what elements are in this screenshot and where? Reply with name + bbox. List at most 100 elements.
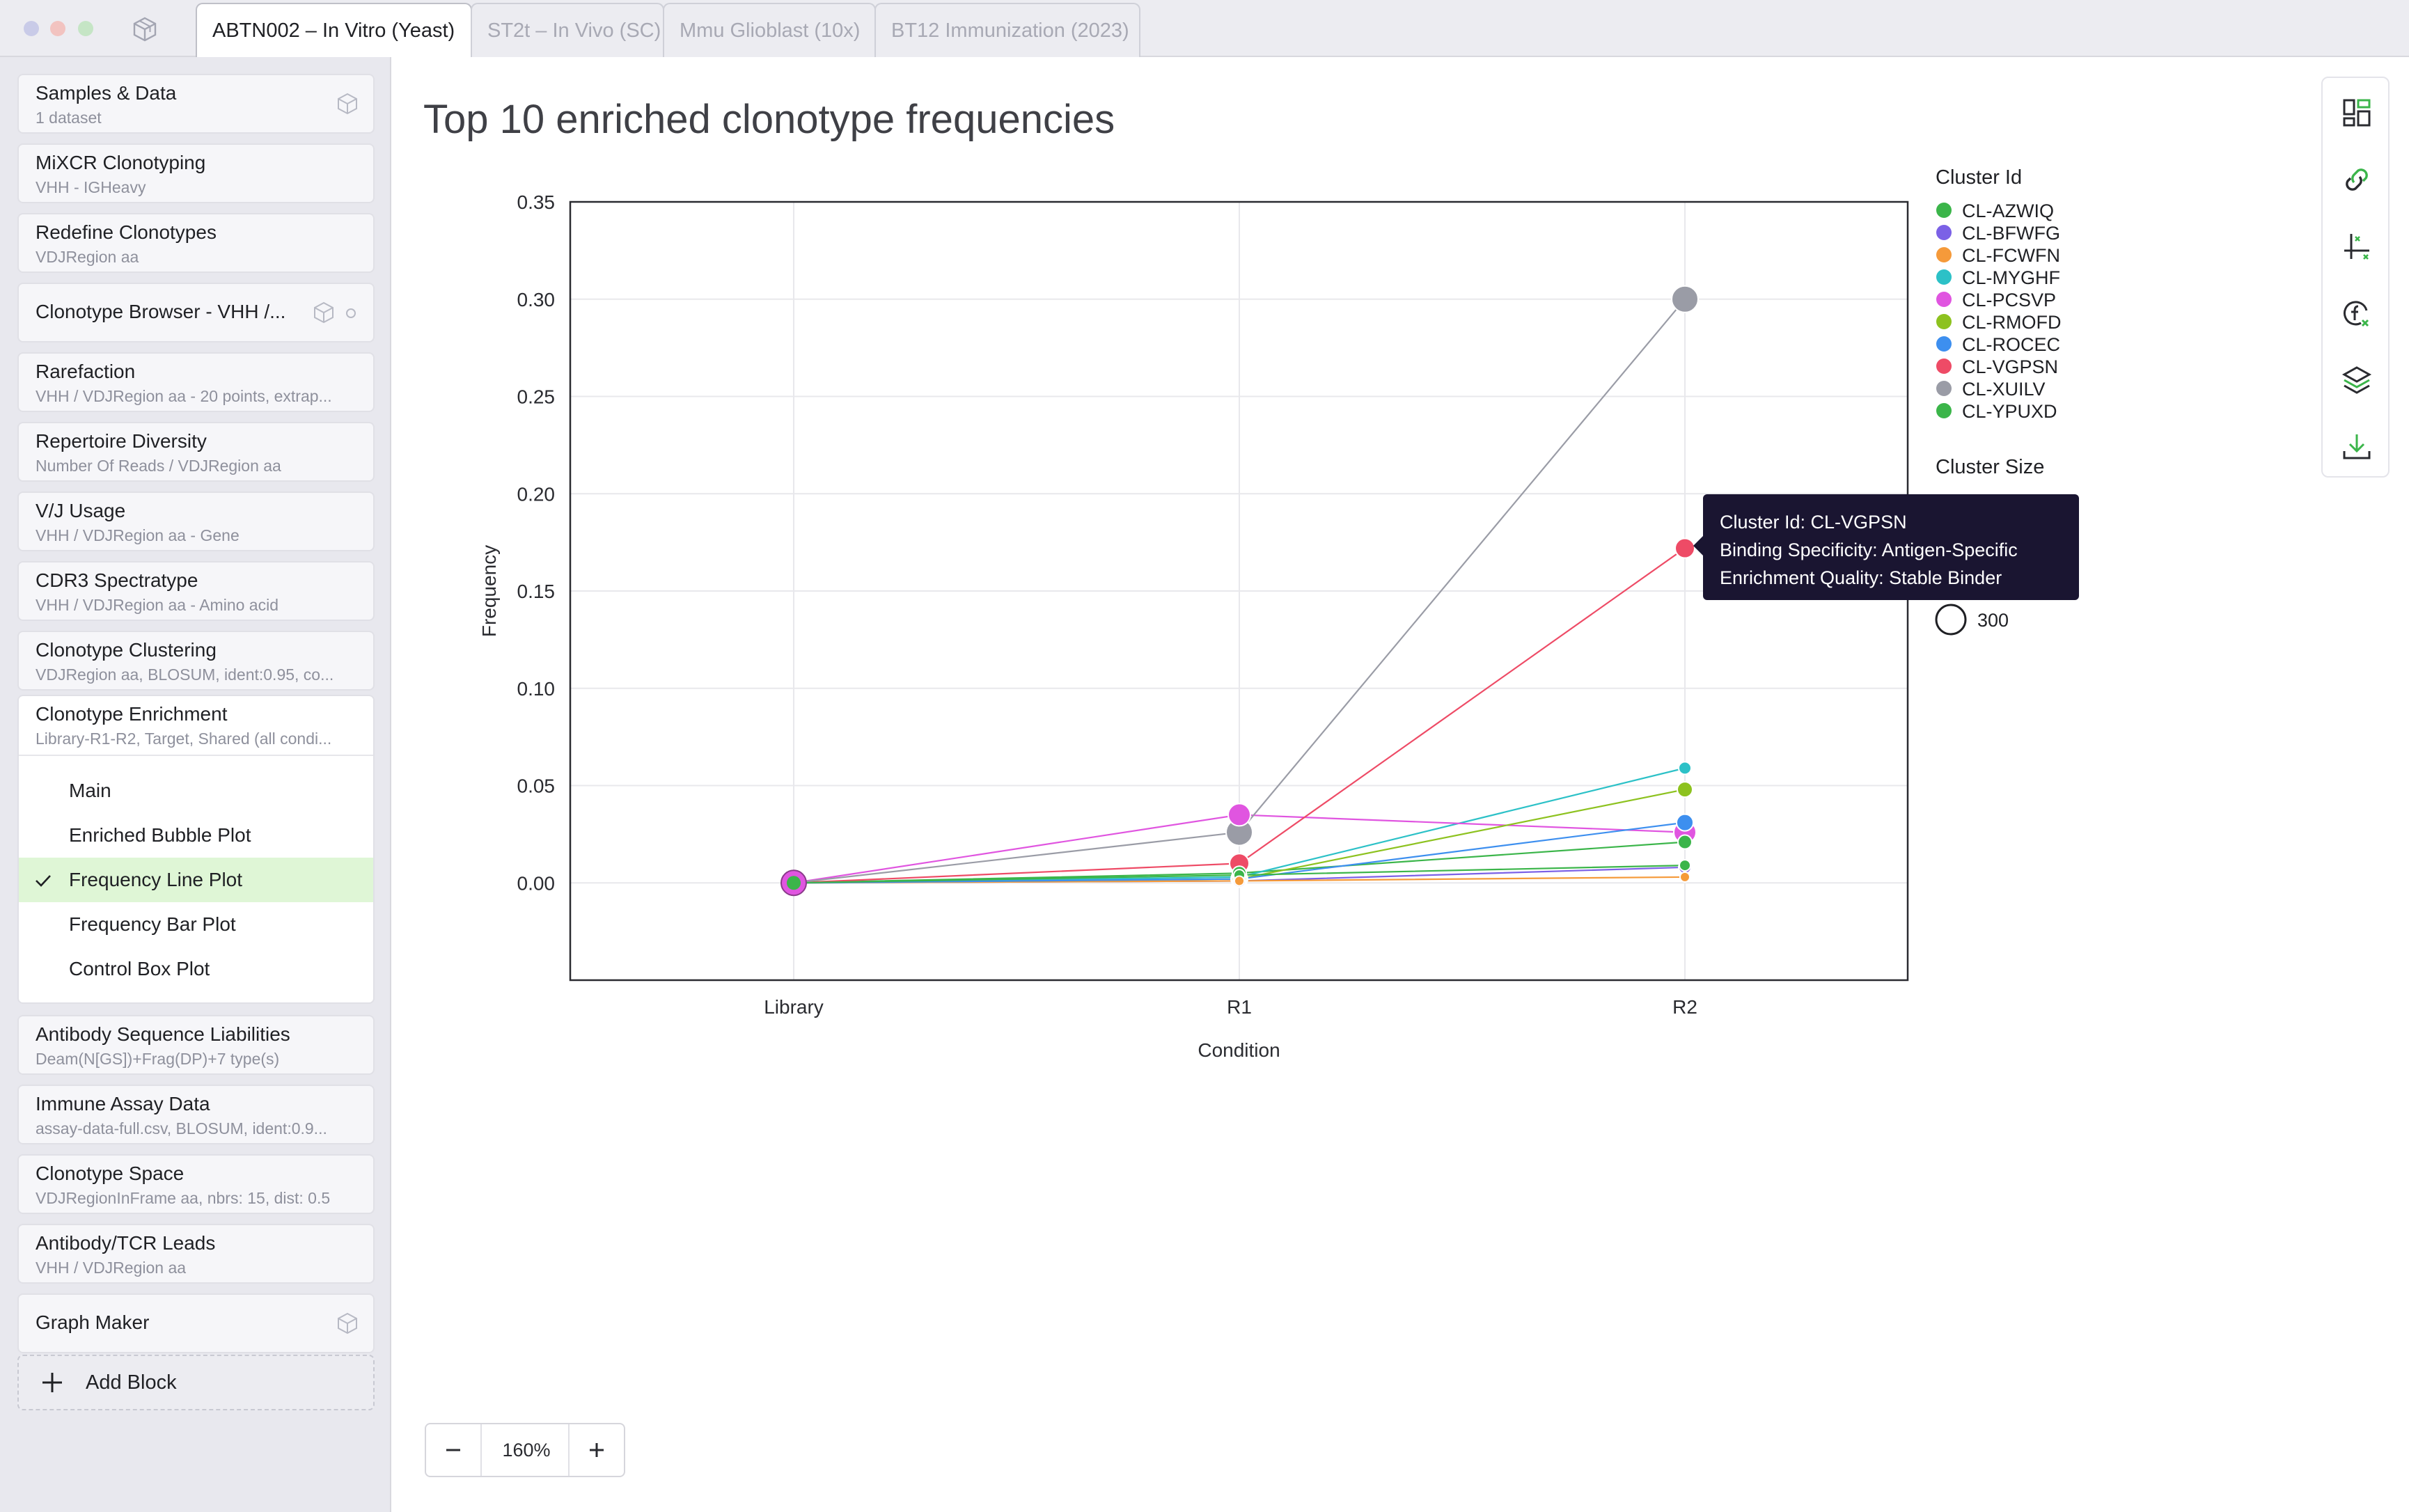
data-point [787,876,801,890]
layout-panels-icon[interactable] [2340,96,2373,129]
block-subtitle: VHH / VDJRegion aa [36,1259,187,1277]
tooltip-line: Cluster Id: CL-VGPSN [1720,512,1907,533]
y-tick-label: 0.35 [517,191,556,213]
main-panel: Top 10 enriched clonotype frequencies 0.… [391,57,2409,1512]
y-tick-label: 0.05 [517,775,556,797]
tooltip-line: Binding Specificity: Antigen-Specific [1720,540,2018,560]
block-immune-assay-data[interactable]: Immune Assay Data assay-data-full.csv, B… [17,1085,375,1144]
block-title: MiXCR Clonotyping [36,152,206,173]
block-title: Repertoire Diversity [36,430,207,452]
block-clonotype-browser[interactable]: Clonotype Browser - VHH /... [17,283,375,342]
function-icon[interactable] [2340,297,2373,330]
legend-marker [1936,336,1952,352]
block-cdr3-spectratype[interactable]: CDR3 Spectratype VHH / VDJRegion aa - Am… [17,561,375,621]
legend-marker [1936,314,1952,329]
subitem-enriched-bubble-plot[interactable]: Enriched Bubble Plot [19,813,373,858]
block-title: Samples & Data [36,82,177,104]
size-legend-marker [1935,604,1967,636]
block-clonotype-enrichment-header[interactable]: Clonotype Enrichment Library-R1-R2, Targ… [19,696,373,756]
chart: 0.00 0.05 0.10 0.15 0.20 0.25 0.30 0.35 Library R… [478,166,2062,1061]
window-maximize-button[interactable] [78,21,93,36]
subitem-label: Control Box Plot [69,958,210,979]
block-title: Antibody Sequence Liabilities [36,1023,290,1045]
block-vj-usage[interactable]: V/J Usage VHH / VDJRegion aa - Gene [17,491,375,551]
legend-marker [1936,381,1952,396]
layers-icon[interactable] [2340,363,2373,397]
data-point [1677,834,1693,850]
legend-marker [1936,292,1952,307]
block-title: Clonotype Browser - VHH /... [36,301,286,322]
y-tick-label: 0.10 [517,678,556,700]
axes-icon[interactable] [2340,230,2373,263]
data-point [1679,871,1690,883]
page-title: Top 10 enriched clonotype frequencies [423,97,1115,142]
block-mixcr-clonotyping[interactable]: MiXCR Clonotyping VHH - IGHeavy [17,143,375,203]
zoom-control: 160% [425,1423,625,1477]
tab-label: Mmu Glioblast (10x) [680,19,861,42]
block-subtitle: VHH / VDJRegion aa - Gene [36,526,240,544]
x-tick-label: R1 [1227,996,1252,1018]
legend-label: CL-BFWFG [1962,223,2060,244]
legend-marker [1936,247,1952,262]
cube-icon[interactable] [131,15,159,43]
block-antibody-tcr-leads[interactable]: Antibody/TCR Leads VHH / VDJRegion aa [17,1224,375,1284]
data-point [1679,859,1691,872]
subitem-control-box-plot[interactable]: Control Box Plot [19,947,373,991]
download-icon[interactable] [2340,430,2373,464]
add-block-label: Add Block [86,1371,177,1394]
legend-marker [1936,403,1952,418]
block-title: Clonotype Clustering [36,639,217,661]
add-block-button[interactable]: Add Block [17,1355,375,1410]
check-icon [36,875,51,887]
zoom-out-button[interactable] [426,1424,482,1476]
data-point [1674,537,1695,559]
legend-label: CL-ROCEC [1962,334,2060,355]
data-point [1234,875,1245,887]
subitem-main[interactable]: Main [19,769,373,813]
tab-bt12[interactable]: BT12 Immunization (2023) [874,3,1140,57]
block-clonotype-clustering[interactable]: Clonotype Clustering VDJRegion aa, BLOSU… [17,631,375,691]
block-repertoire-diversity[interactable]: Repertoire Diversity Number Of Reads / V… [17,422,375,482]
minus-icon [446,1449,460,1451]
tab-mmu-glioblast[interactable]: Mmu Glioblast (10x) [663,3,876,57]
legend-label: CL-XUILV [1962,379,2046,400]
tab-st2t[interactable]: ST2t – In Vivo (SC) [471,3,664,57]
subitem-label: Main [69,780,111,801]
block-rarefaction[interactable]: Rarefaction VHH / VDJRegion aa - 20 poin… [17,352,375,412]
subitem-frequency-line-plot[interactable]: Frequency Line Plot [19,858,373,902]
block-title: Graph Maker [36,1312,150,1333]
block-subtitle: VDJRegionInFrame aa, nbrs: 15, dist: 0.5 [36,1189,331,1207]
chart-tooltip: Cluster Id: CL-VGPSN Binding Specificity… [1693,494,2079,600]
x-axis-label: Condition [1198,1039,1280,1061]
sidebar: Samples & Data 1 dataset MiXCR Clonotypi… [0,57,391,1512]
block-graph-maker[interactable]: Graph Maker [17,1293,375,1353]
block-antibody-sequence-liabilities[interactable]: Antibody Sequence Liabilities Deam(N[GS]… [17,1015,375,1075]
status-dot-icon [346,308,356,318]
subitem-frequency-bar-plot[interactable]: Frequency Bar Plot [19,902,373,947]
data-point [1677,781,1693,798]
zoom-in-button[interactable] [568,1424,624,1476]
right-toolbar [2321,77,2390,478]
window-close-button[interactable] [24,21,39,36]
legend-marker [1936,225,1952,240]
legend-marker [1936,269,1952,285]
block-subtitle: VHH - IGHeavy [36,178,146,196]
block-subtitle: Library-R1-R2, Target, Shared (all condi… [36,730,332,748]
legend-title: Cluster Id [1936,166,2022,189]
y-axis-label: Frequency [478,545,500,637]
block-clonotype-space[interactable]: Clonotype Space VDJRegionInFrame aa, nbr… [17,1154,375,1214]
block-title: Rarefaction [36,361,136,382]
block-subtitle: assay-data-full.csv, BLOSUM, ident:0.9..… [36,1119,327,1137]
cube-icon [338,1312,357,1334]
block-redefine-clonotypes[interactable]: Redefine Clonotypes VDJRegion aa [17,213,375,273]
window-minimize-button[interactable] [50,21,65,36]
legend-label: CL-MYGHF [1962,267,2060,288]
x-tick-label: R2 [1672,996,1697,1018]
tab-abtn002[interactable]: ABTN002 – In Vitro (Yeast) [196,3,472,57]
y-tick-label: 0.20 [517,483,556,505]
data-point [1678,761,1692,775]
link-icon[interactable] [2340,163,2373,196]
block-samples-data[interactable]: Samples & Data 1 dataset [17,74,375,134]
block-title: Clonotype Space [36,1163,185,1184]
legend-marker [1936,359,1952,374]
